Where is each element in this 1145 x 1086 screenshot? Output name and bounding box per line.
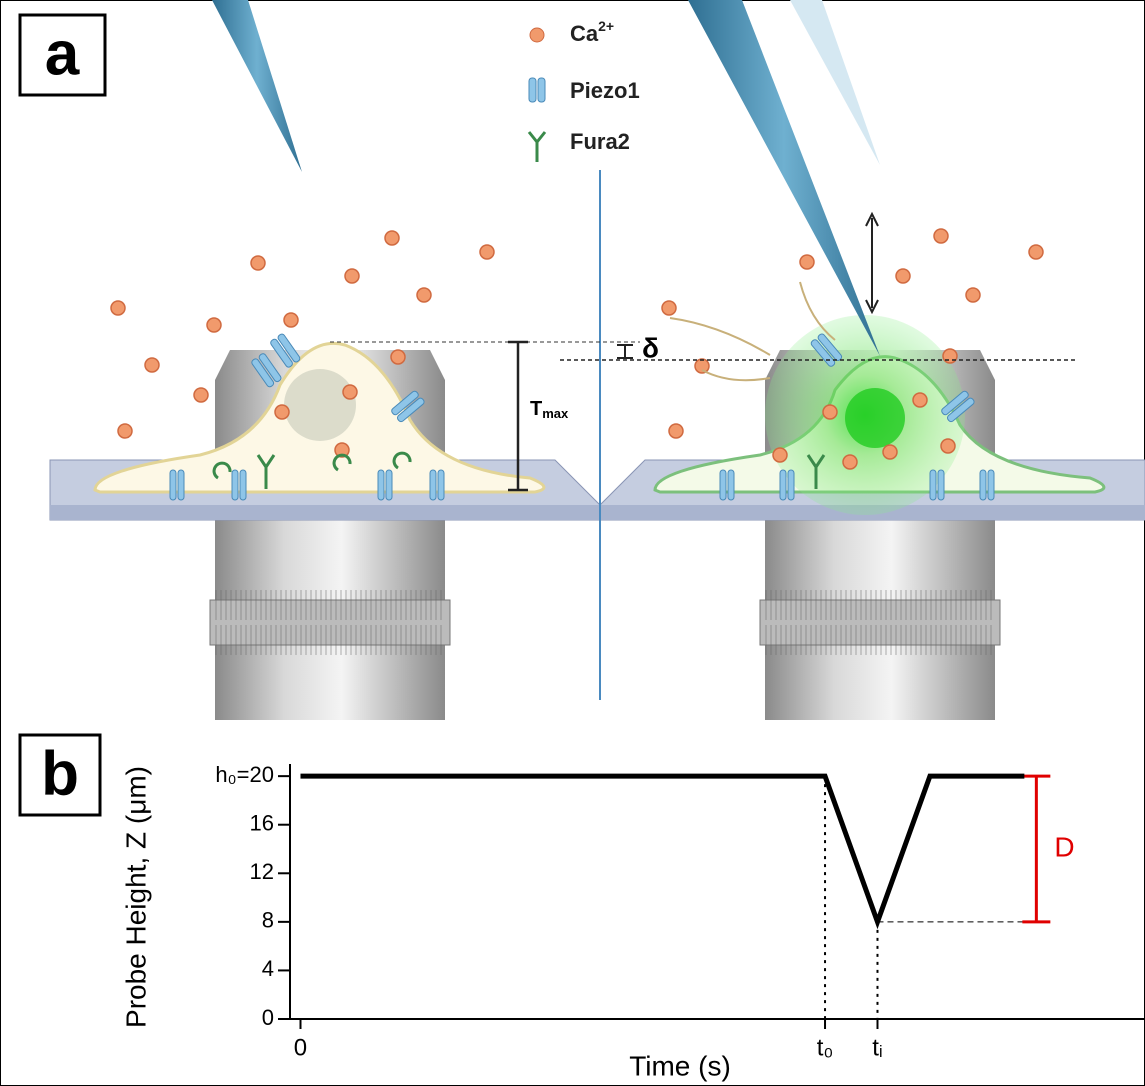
legend-ion [529,27,545,43]
panel-box [18,733,102,817]
ions [110,228,1044,470]
legend-label: Fura2 [570,129,630,154]
x-tick-label: t₀ [817,1034,834,1061]
annotation: D [1054,831,1074,862]
pipette-left [212,0,302,172]
fura2-probes [212,451,826,489]
chart: b Time (s) Probe Height, Z (μm) 0 4 8 12 16 h… [18,733,1145,1081]
tmax-label: Tmax [530,398,569,421]
x-axis-label: Time (s) [629,1050,731,1081]
y-axis-label: Probe Height, Z (μm) [120,766,151,1028]
nucleus [284,369,356,441]
delta-label: δ [642,332,659,363]
pipette-ghost [790,0,880,165]
y-tick-label: 12 [250,859,274,884]
delta-bar [617,344,633,359]
x-tick-label: tᵢ [872,1034,882,1061]
legend-label: Ca2+ [570,18,614,46]
x-tick-label: 0 [294,1034,307,1061]
panel-label: b [41,739,79,808]
tmax-bar [508,340,528,492]
y-tick-label: 4 [262,956,274,981]
panel-label: a [45,19,80,88]
y-tick-label: 8 [262,908,274,933]
y-tick-label: 16 [250,811,274,836]
legend-label: Piezo1 [570,78,640,103]
piezo-channels [169,333,995,501]
y-tick-label: 0 [262,1005,274,1030]
y-tick-label: h₀=20 [215,762,274,787]
panel-box [18,13,107,97]
illustration: δ Tmax Ca2+ Piezo1 Fura2 a [18,0,1145,720]
flux-arrows [669,281,836,382]
data-line [300,773,1025,930]
pipette-right [688,0,880,356]
legend-piezo [528,77,546,103]
nucleus-lit [845,388,905,448]
motion-arrow [865,211,879,315]
legend-fura [527,131,547,162]
depth-bar [1022,774,1051,924]
substrate-edge [50,505,1145,520]
